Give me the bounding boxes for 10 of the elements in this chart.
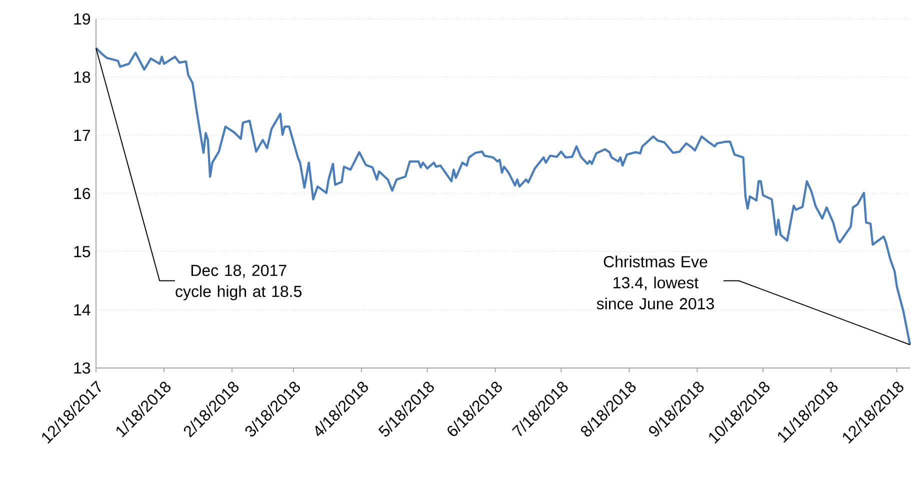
annotation: Dec 18, 2017 cycle high at 18.5 xyxy=(176,264,302,300)
y-tick-label: 18 xyxy=(74,72,90,83)
line-series xyxy=(94,46,911,346)
y-tick-label: 17 xyxy=(74,130,90,141)
y-tick-label: 15 xyxy=(74,246,90,258)
y-tick-label: 16 xyxy=(74,188,90,200)
annotation: Christmas Eve 13.4, lowest since June 2013 xyxy=(596,256,714,310)
y-tick-label: 14 xyxy=(74,304,90,316)
y-tick-label: 13 xyxy=(74,362,90,374)
y-tick-label: 19 xyxy=(74,13,90,25)
